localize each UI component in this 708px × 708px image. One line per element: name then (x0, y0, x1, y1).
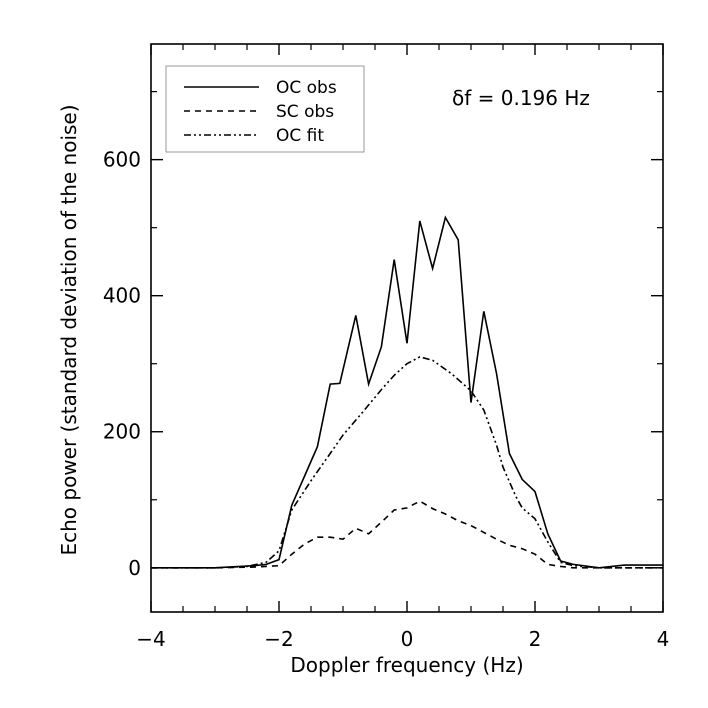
x-axis-label: Doppler frequency (Hz) (290, 653, 523, 677)
x-tick-label: 2 (529, 627, 542, 651)
legend-label-oc-fit: OC fit (276, 126, 324, 146)
legend-label-oc-obs: OC obs (276, 78, 337, 98)
x-tick-label: 4 (657, 627, 670, 651)
legend-label-sc-obs: SC obs (276, 102, 334, 122)
x-tick-label: −2 (264, 627, 293, 651)
series-line-oc-obs (151, 215, 663, 569)
legend-box (165, 65, 365, 153)
tick-labels: −4 −2 0 2 4 0 200 400 600 (103, 148, 670, 651)
y-axis-label: Echo power (standard deviation of the no… (57, 104, 81, 555)
frequency-resolution-annotation: δf = 0.196 Hz (452, 86, 590, 110)
tick-marks (150, 44, 664, 612)
y-tick-label: 0 (128, 556, 141, 580)
series-line-sc-obs (151, 500, 663, 569)
series-line-oc-fit (151, 356, 663, 569)
series-lines (151, 215, 663, 569)
y-tick-label: 200 (103, 420, 141, 444)
y-tick-label: 400 (103, 284, 141, 308)
x-tick-label: −4 (136, 627, 165, 651)
legend: OC obs SC obs OC fit (165, 65, 365, 153)
y-tick-label: 600 (103, 148, 141, 172)
x-tick-label: 0 (401, 627, 414, 651)
